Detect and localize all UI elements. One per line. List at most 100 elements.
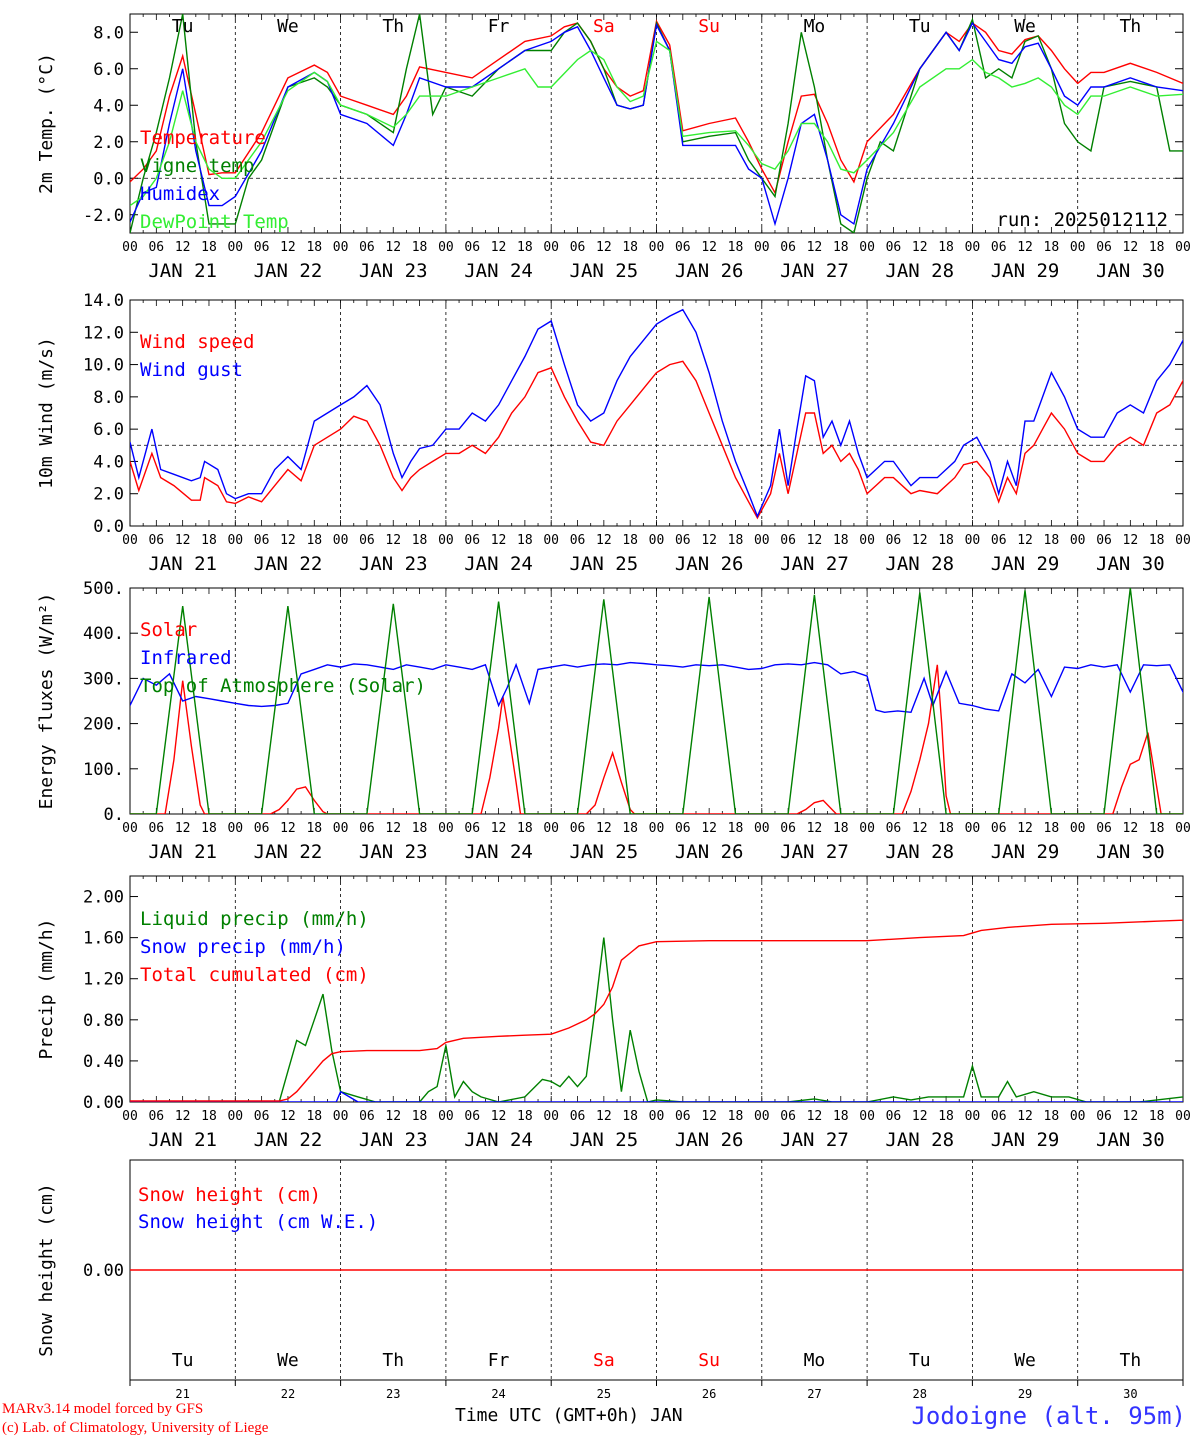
- x-hour-label: 06: [254, 821, 270, 836]
- x-hour-label: 00: [227, 821, 243, 836]
- x-hour-label: 00: [122, 1109, 138, 1124]
- y-axis-label: 2m Temp. (°C): [36, 53, 57, 194]
- x-hour-label: 00: [1175, 533, 1191, 548]
- x-hour-label: 06: [570, 240, 586, 255]
- x-hour-label: 00: [333, 533, 349, 548]
- x-date-label: JAN 25: [570, 260, 639, 282]
- x-date-label: JAN 22: [254, 260, 323, 282]
- x-hour-label: 06: [148, 533, 164, 548]
- x-hour-label: 06: [359, 533, 375, 548]
- x-hour-label: 12: [596, 240, 612, 255]
- station-name: Jodoigne (alt. 95m): [911, 1402, 1186, 1430]
- x-hour-label: 12: [701, 821, 717, 836]
- weekday-label-top: Tu: [909, 16, 931, 37]
- x-hour-label: 12: [1017, 1109, 1033, 1124]
- x-hour-label: 18: [833, 533, 849, 548]
- x-hour-label: 12: [1123, 240, 1139, 255]
- x-hour-label: 12: [807, 533, 823, 548]
- x-hour-label: 06: [254, 240, 270, 255]
- x-hour-label: 18: [1044, 533, 1060, 548]
- weekday-label-bottom: Mo: [804, 1350, 826, 1371]
- x-hour-label: 18: [622, 1109, 638, 1124]
- weekday-label-bottom: Th: [382, 1350, 404, 1371]
- x-hour-label: 18: [833, 821, 849, 836]
- legend-entry: Top of Atmosphere (Solar): [140, 675, 426, 697]
- x-hour-label: 06: [1096, 1109, 1112, 1124]
- x-date-label: JAN 21: [148, 1129, 217, 1151]
- legend-entry: Wind speed: [140, 331, 254, 353]
- y-tick-label: 300.: [83, 669, 124, 689]
- x-hour-label: 12: [280, 821, 296, 836]
- x-date-label: JAN 30: [1096, 553, 1165, 575]
- credit-lab: (c) Lab. of Climatology, University of L…: [2, 1420, 269, 1436]
- weekday-label-top: Th: [1120, 16, 1142, 37]
- x-hour-label: 06: [148, 821, 164, 836]
- legend-entry: Infrared: [140, 647, 232, 669]
- x-hour-label: 00: [649, 821, 665, 836]
- weekday-label-top: Fr: [488, 16, 510, 37]
- y-tick-label: 8.0: [93, 388, 124, 408]
- x-hour-label: 12: [1123, 533, 1139, 548]
- x-hour-label: 00: [965, 821, 981, 836]
- y-tick-label: 100.: [83, 760, 124, 780]
- x-hour-label: 00: [333, 1109, 349, 1124]
- y-tick-label: -2.0: [83, 206, 124, 226]
- x-hour-label: 06: [886, 533, 902, 548]
- x-hour-label: 00: [1175, 240, 1191, 255]
- x-hour-label: 06: [359, 1109, 375, 1124]
- x-hour-label: 12: [385, 240, 401, 255]
- y-tick-label: 1.20: [83, 970, 124, 990]
- x-hour-label: 06: [780, 1109, 796, 1124]
- x-hour-label: 18: [1149, 821, 1165, 836]
- x-hour-label: 18: [938, 1109, 954, 1124]
- x-date-label: JAN 27: [780, 553, 849, 575]
- x-hour-label: 18: [517, 533, 533, 548]
- x-date-label: JAN 28: [885, 260, 954, 282]
- x-hour-label: 00: [859, 821, 875, 836]
- x-hour-label: 18: [1149, 1109, 1165, 1124]
- day-number-label: 26: [702, 1387, 716, 1400]
- x-hour-label: 06: [675, 533, 691, 548]
- x-hour-label: 00: [438, 821, 454, 836]
- x-date-label: JAN 22: [254, 553, 323, 575]
- x-hour-label: 06: [1096, 533, 1112, 548]
- x-hour-label: 18: [833, 240, 849, 255]
- x-hour-label: 00: [1070, 533, 1086, 548]
- x-hour-label: 06: [675, 240, 691, 255]
- x-date-label: JAN 28: [885, 841, 954, 863]
- x-date-label: JAN 27: [780, 260, 849, 282]
- day-number-label: 23: [386, 1387, 400, 1400]
- x-hour-label: 12: [1017, 533, 1033, 548]
- x-hour-label: 18: [201, 533, 217, 548]
- x-hour-label: 06: [886, 240, 902, 255]
- x-hour-label: 00: [754, 821, 770, 836]
- x-date-label: JAN 24: [464, 260, 533, 282]
- y-tick-label: 0.00: [83, 1261, 124, 1281]
- y-tick-label: 6.0: [93, 420, 124, 440]
- y-tick-label: 4.0: [93, 96, 124, 116]
- series-line: [130, 588, 1183, 814]
- x-date-label: JAN 24: [464, 1129, 533, 1151]
- series-line: [130, 21, 1183, 227]
- x-hour-label: 00: [1175, 1109, 1191, 1124]
- day-number-label: 22: [281, 1387, 295, 1400]
- legend-entry: Liquid precip (mm/h): [140, 908, 369, 930]
- x-hour-label: 18: [728, 821, 744, 836]
- x-date-label: JAN 30: [1096, 841, 1165, 863]
- y-tick-label: 0.80: [83, 1011, 124, 1031]
- x-date-label: JAN 21: [148, 841, 217, 863]
- x-hour-label: 06: [570, 1109, 586, 1124]
- x-hour-label: 12: [280, 533, 296, 548]
- y-tick-label: 0.0: [93, 517, 124, 537]
- legend-entry: Snow height (cm): [138, 1184, 321, 1206]
- weekday-label-bottom: Sa: [593, 1350, 615, 1371]
- x-date-label: JAN 25: [570, 553, 639, 575]
- x-hour-label: 00: [543, 1109, 559, 1124]
- y-tick-label: 200.: [83, 715, 124, 735]
- series-line: [130, 40, 1183, 207]
- weekday-label-top: Th: [382, 16, 404, 37]
- weekday-label-top: We: [277, 16, 299, 37]
- x-hour-label: 06: [991, 240, 1007, 255]
- x-hour-label: 18: [517, 1109, 533, 1124]
- x-hour-label: 00: [859, 533, 875, 548]
